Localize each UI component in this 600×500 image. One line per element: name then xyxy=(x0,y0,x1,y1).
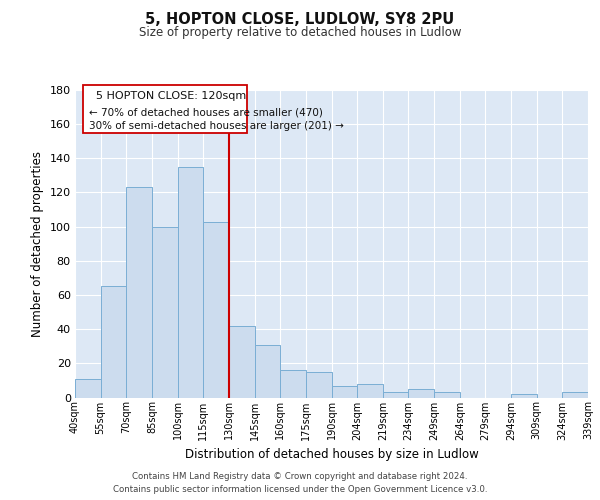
Bar xyxy=(101,286,127,398)
Bar xyxy=(511,394,537,398)
Bar xyxy=(229,326,254,398)
Bar xyxy=(331,386,357,398)
Bar xyxy=(409,389,434,398)
Y-axis label: Number of detached properties: Number of detached properties xyxy=(31,151,44,337)
X-axis label: Distribution of detached houses by size in Ludlow: Distribution of detached houses by size … xyxy=(185,448,478,461)
Text: Contains HM Land Registry data © Crown copyright and database right 2024.
Contai: Contains HM Land Registry data © Crown c… xyxy=(113,472,487,494)
Bar xyxy=(280,370,306,398)
Bar xyxy=(254,344,280,398)
Text: 5, HOPTON CLOSE, LUDLOW, SY8 2PU: 5, HOPTON CLOSE, LUDLOW, SY8 2PU xyxy=(145,12,455,28)
Bar xyxy=(152,226,178,398)
Bar xyxy=(75,378,101,398)
Bar xyxy=(357,384,383,398)
Bar xyxy=(127,188,152,398)
Bar xyxy=(306,372,331,398)
Bar xyxy=(383,392,409,398)
Bar xyxy=(178,167,203,398)
Text: 5 HOPTON CLOSE: 120sqm: 5 HOPTON CLOSE: 120sqm xyxy=(95,91,246,101)
Bar xyxy=(203,222,229,398)
Text: Size of property relative to detached houses in Ludlow: Size of property relative to detached ho… xyxy=(139,26,461,39)
Text: ← 70% of detached houses are smaller (470): ← 70% of detached houses are smaller (47… xyxy=(89,108,323,118)
Bar xyxy=(434,392,460,398)
Text: 30% of semi-detached houses are larger (201) →: 30% of semi-detached houses are larger (… xyxy=(89,121,344,131)
Bar xyxy=(562,392,588,398)
